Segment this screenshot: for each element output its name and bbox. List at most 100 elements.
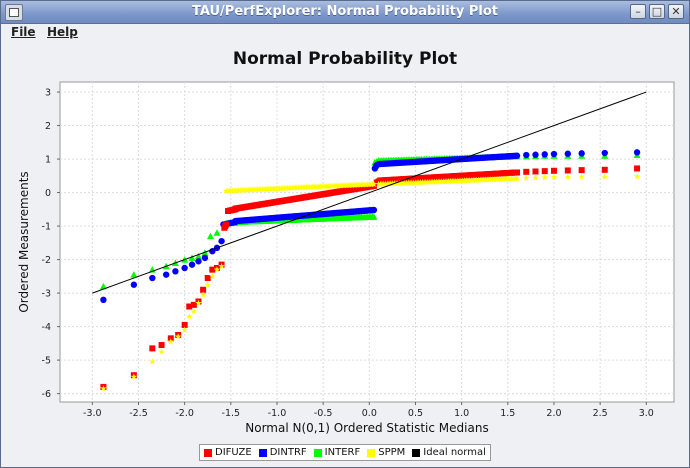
legend-label: Ideal normal <box>423 447 486 458</box>
y-tick-label: 3 <box>45 88 51 99</box>
x-tick-label: -3.0 <box>83 408 102 419</box>
data-point-circle <box>195 258 202 265</box>
maximize-button[interactable]: □ <box>649 4 665 19</box>
y-tick-label: 1 <box>45 155 51 166</box>
data-point-circle <box>532 151 539 158</box>
data-point-star <box>213 266 221 273</box>
legend-item: DINTRF <box>258 447 307 458</box>
y-tick-label: -1 <box>42 222 51 233</box>
data-point-triangle <box>213 229 221 236</box>
data-point-square <box>190 301 197 308</box>
data-point-star <box>181 326 188 333</box>
data-point-star <box>541 174 548 181</box>
menu-help-label: Help <box>47 25 78 39</box>
data-point-circle <box>523 151 530 159</box>
title-bar[interactable]: TAU/PerfExplorer: Normal Probability Plo… <box>1 1 689 24</box>
data-point-circle <box>218 237 225 245</box>
data-point-square <box>601 166 608 173</box>
data-point-star <box>167 338 175 345</box>
menu-help[interactable]: Help <box>47 25 78 39</box>
x-tick-label: 3.0 <box>639 408 654 419</box>
x-tick-label: -1.5 <box>222 408 241 419</box>
legend-swatch <box>313 448 322 457</box>
data-point-triangle <box>188 254 196 261</box>
data-point-triangle <box>206 232 214 240</box>
data-point-star <box>523 174 530 181</box>
legend-swatch <box>258 448 267 457</box>
data-point-square <box>209 266 216 273</box>
x-tick-label: -2.5 <box>129 408 148 419</box>
legend-swatch <box>204 448 212 457</box>
data-point-star <box>532 174 539 181</box>
data-point-star <box>550 173 558 180</box>
data-point-square <box>541 168 548 175</box>
close-button[interactable]: ✕ <box>668 4 684 19</box>
data-point-star <box>513 175 521 182</box>
plot-background <box>59 81 675 403</box>
data-point-circle <box>130 281 138 288</box>
x-tick-label: 0.5 <box>408 408 423 419</box>
data-point-circle <box>188 261 196 268</box>
data-point-circle <box>513 152 521 159</box>
data-point-star <box>186 313 193 320</box>
data-point-square <box>158 342 165 349</box>
data-point-square <box>523 168 530 175</box>
chart-title: Normal Probability Plot <box>232 49 458 69</box>
y-axis-label: Ordered Measurements <box>17 171 31 312</box>
data-point-star <box>100 385 107 392</box>
x-tick-label: 2.5 <box>593 408 608 419</box>
data-point-star <box>564 173 572 180</box>
y-tick-label: -6 <box>42 389 51 400</box>
data-point-circle <box>162 271 170 278</box>
chart-legend: DIFUZE DINTRF INTERF SPPM Ideal normal <box>199 444 491 461</box>
data-point-square <box>204 275 211 282</box>
legend-label: INTERF <box>324 447 361 458</box>
data-point-star <box>218 262 225 270</box>
data-point-square <box>181 321 188 328</box>
data-point-star <box>578 173 585 180</box>
data-point-star <box>158 348 165 355</box>
legend-item: Ideal normal <box>412 447 486 458</box>
data-point-circle <box>181 264 188 272</box>
y-tick-label: -5 <box>42 356 51 367</box>
legend-item: INTERF <box>313 447 361 458</box>
data-point-square <box>514 169 521 176</box>
window-menu-icon[interactable] <box>5 4 23 21</box>
legend-label: DINTRF <box>269 447 307 458</box>
data-point-circle <box>172 268 179 275</box>
legend-swatch <box>367 448 376 457</box>
data-point-circle <box>541 151 548 158</box>
x-tick-label: 1.5 <box>500 408 515 419</box>
legend-label: DIFUZE <box>215 447 252 458</box>
data-point-star <box>190 308 198 315</box>
y-tick-label: -3 <box>42 289 51 300</box>
y-tick-label: -4 <box>42 322 51 333</box>
chart-svg: -3.0 -2.5 -2.0 -1.5 -1.0 -0.5 0.0 0.5 1.0 1.5 2.0 2… <box>17 81 675 435</box>
legend-label: SPPM <box>378 447 406 458</box>
data-point-star <box>130 373 138 380</box>
legend-item: SPPM <box>367 447 405 458</box>
data-point-circle <box>601 149 608 157</box>
data-point-square <box>149 345 156 352</box>
x-tick-label: 1.0 <box>454 408 469 419</box>
data-point-square <box>200 286 207 293</box>
y-tick-label: 2 <box>45 121 51 132</box>
data-point-star <box>199 291 207 298</box>
minimize-button[interactable]: – <box>630 4 646 19</box>
data-point-star <box>174 333 182 340</box>
x-tick-label: -2.0 <box>175 408 194 419</box>
data-point-triangle <box>130 271 138 278</box>
data-point-circle <box>564 150 572 157</box>
x-tick-label: 0.0 <box>362 408 377 419</box>
data-point-triangle <box>99 282 107 290</box>
data-point-triangle <box>370 213 378 220</box>
data-point-square <box>564 167 571 174</box>
data-point-circle <box>633 149 641 156</box>
y-tick-label: -2 <box>42 255 51 266</box>
menu-file[interactable]: File <box>11 25 36 39</box>
data-point-star <box>209 272 216 280</box>
data-point-square <box>223 221 230 228</box>
x-tick-label: -0.5 <box>314 408 333 419</box>
data-point-star <box>195 299 202 306</box>
